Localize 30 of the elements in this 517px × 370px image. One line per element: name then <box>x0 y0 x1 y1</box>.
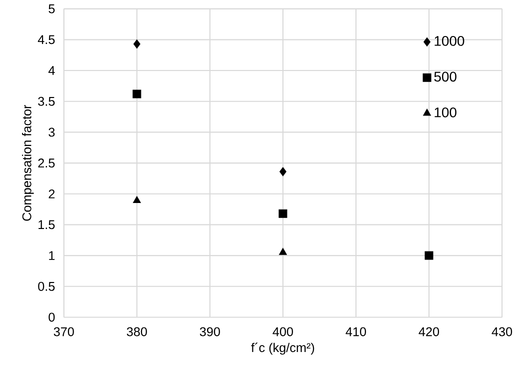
y-axis-title: Compensation factor <box>22 104 34 221</box>
x-tick-label: 410 <box>346 327 366 336</box>
x-tick-label: 430 <box>492 327 512 336</box>
y-tick-label: 2.5 <box>38 158 55 168</box>
point <box>424 251 434 260</box>
point <box>132 90 142 98</box>
y-tick-label: 1.5 <box>38 220 55 230</box>
y-tick-label: 1 <box>49 251 55 260</box>
x-axis-title: f´c (kg/cm²) <box>251 342 314 355</box>
y-tick-label: 3 <box>48 128 55 137</box>
legend-label: 500 <box>434 72 456 82</box>
y-tick-label: 0.5 <box>38 282 55 291</box>
y-tick-label: 4 <box>48 66 55 75</box>
x-tick-label: 400 <box>272 327 293 336</box>
y-tick-label: 5 <box>48 4 55 14</box>
x-tick-label: 420 <box>418 327 440 336</box>
y-tick-label: 2 <box>48 189 55 198</box>
point <box>133 39 140 48</box>
legend-label: 100 <box>434 107 456 118</box>
y-tick-label: 3.5 <box>38 96 55 106</box>
legend-label: 1000 <box>434 36 464 46</box>
y-tick-label: 4.5 <box>38 35 55 44</box>
point <box>278 209 288 218</box>
x-tick-label: 390 <box>200 327 220 336</box>
point <box>279 167 286 176</box>
point <box>132 196 141 203</box>
y-tick-label: 0 <box>48 312 55 322</box>
x-tick-label: 370 <box>54 327 74 336</box>
x-tick-label: 380 <box>126 327 147 336</box>
point <box>278 248 287 255</box>
